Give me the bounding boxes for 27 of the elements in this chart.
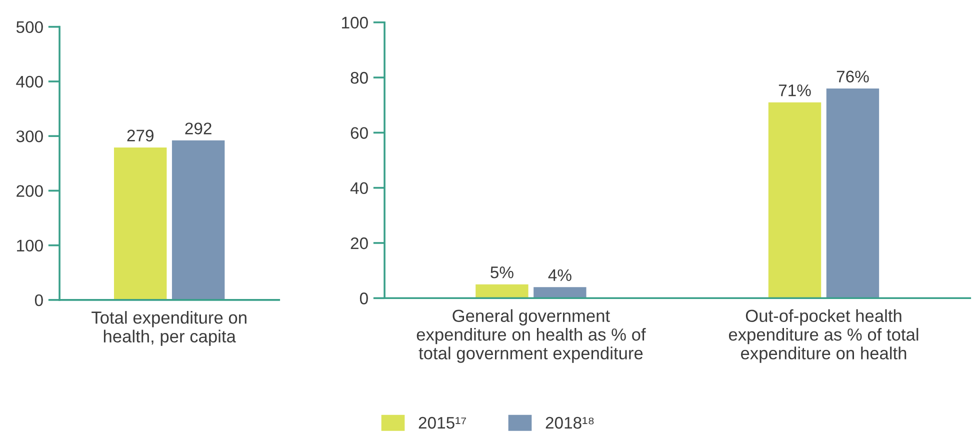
y-tick-label: 80 [350,72,368,84]
data-label: 4% [548,269,572,281]
y-tick-label: 40 [350,182,368,194]
data-label: 292 [185,122,212,134]
bar [534,287,586,298]
data-label: 71% [778,84,811,96]
y-tick-label: 300 [16,130,43,142]
y-tick-label: 100 [17,240,43,252]
y-tick-label: 20 [350,237,368,250]
y-tick-label: 0 [360,292,368,304]
data-label: 279 [127,130,154,142]
x-tick-label: Out-of-pocket health expenditure as % of total expenditure on health [728,309,918,363]
data-label: 76% [836,70,869,82]
y-tick-label: 200 [16,185,43,197]
legend-label: 2015¹⁷ [418,416,466,429]
y-tick-label: 400 [16,76,43,88]
data-label: 5% [490,266,514,278]
y-tick-label: 100 [342,16,368,29]
legend-label: 2018¹⁸ [546,416,594,429]
y-tick-label: 500 [16,21,43,34]
bar [768,102,822,298]
x-tick-label: Total expenditure on health, per capita [92,311,246,346]
bar [826,88,880,298]
bar [476,284,528,298]
x-tick-label: General government expenditure on health as % of total government expenditure [416,309,646,363]
y-tick-label: 0 [34,294,43,306]
y-tick-label: 60 [350,127,368,139]
